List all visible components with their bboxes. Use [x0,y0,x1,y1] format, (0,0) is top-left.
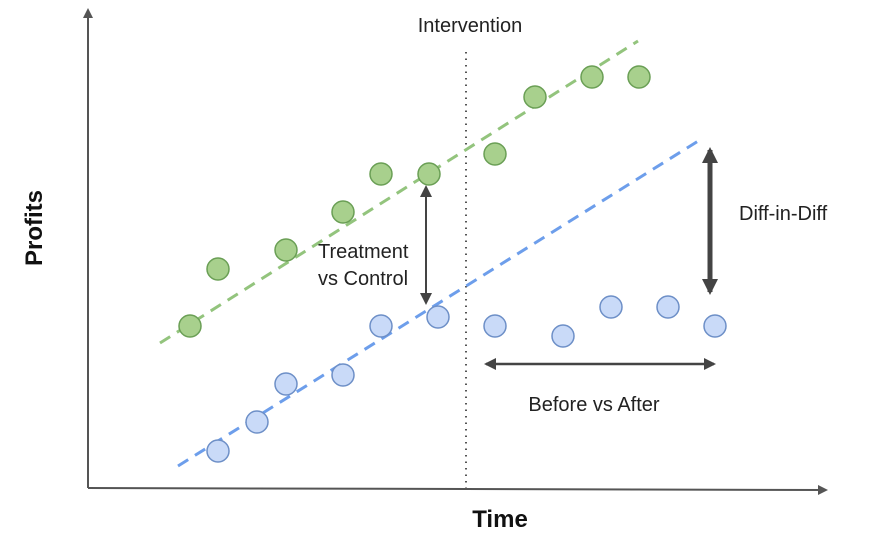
treatment-point-7 [483,142,507,166]
y-axis-title: Profits [21,190,48,266]
x-axis-title: Time [472,506,528,533]
treatment-point-8 [523,85,547,109]
control-point-11 [703,314,727,338]
treatment-point-1 [178,314,202,338]
treatment-point-10 [627,65,651,89]
treatment-point-2 [206,257,230,281]
control-point-6 [426,305,450,329]
treatment-vs-control-label-line2: vs Control [318,268,408,290]
control-point-5 [369,314,393,338]
control-point-8 [551,324,575,348]
treatment-vs-control-label-line1: Treatment [318,241,409,263]
treatment-point-5 [369,162,393,186]
treatment-point-9 [580,65,604,89]
control-point-3 [274,372,298,396]
x-axis [87,484,828,495]
control-point-10 [656,295,680,319]
diff-in-diff-label: Diff-in-Diff [739,203,828,225]
treatment-trend-line [159,39,639,345]
data-points [178,65,727,463]
control-point-4 [331,363,355,387]
treatment-point-6 [417,162,441,186]
before-vs-after-label: Before vs After [528,394,660,416]
control-point-7 [483,314,507,338]
control-trend-line [177,136,704,468]
control-point-2 [245,410,269,434]
intervention-label: Intervention [418,15,523,37]
treatment-point-3 [274,238,298,262]
treatment-point-4 [331,200,355,224]
control-point-9 [599,295,623,319]
control-point-1 [206,439,230,463]
